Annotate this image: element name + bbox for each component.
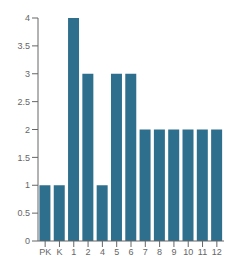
svg-text:11: 11 bbox=[198, 247, 207, 257]
svg-text:12: 12 bbox=[212, 247, 222, 257]
svg-text:1: 1 bbox=[71, 247, 76, 257]
svg-text:4: 4 bbox=[25, 13, 30, 23]
svg-text:5: 5 bbox=[114, 247, 119, 257]
svg-text:8: 8 bbox=[157, 247, 162, 257]
svg-text:9: 9 bbox=[171, 247, 176, 257]
svg-text:0.5: 0.5 bbox=[17, 208, 30, 218]
svg-text:1.5: 1.5 bbox=[17, 153, 30, 163]
svg-text:2: 2 bbox=[86, 247, 91, 257]
svg-text:3: 3 bbox=[25, 69, 30, 79]
svg-text:K: K bbox=[56, 247, 62, 257]
svg-text:3.5: 3.5 bbox=[17, 41, 30, 51]
svg-text:0: 0 bbox=[25, 236, 30, 246]
svg-text:1: 1 bbox=[25, 180, 30, 190]
svg-text:7: 7 bbox=[143, 247, 148, 257]
svg-text:4: 4 bbox=[100, 247, 105, 257]
svg-text:2.5: 2.5 bbox=[17, 97, 30, 107]
svg-text:6: 6 bbox=[128, 247, 133, 257]
svg-text:10: 10 bbox=[183, 247, 193, 257]
svg-text:2: 2 bbox=[25, 125, 30, 135]
svg-text:PK: PK bbox=[39, 247, 51, 257]
